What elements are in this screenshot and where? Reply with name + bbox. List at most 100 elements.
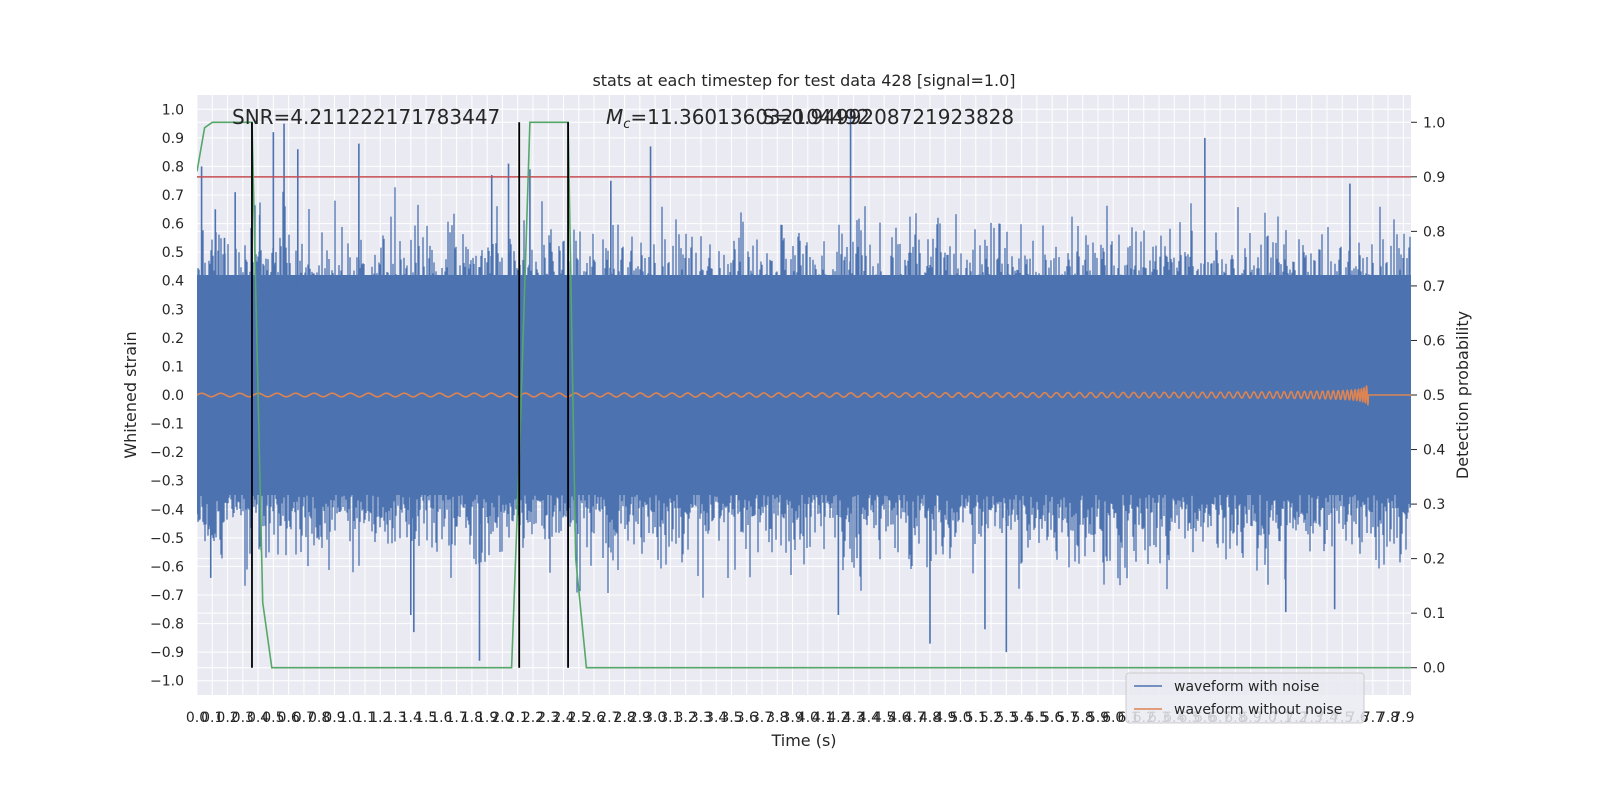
overlap-annotation: S=0.9499208721923828 (762, 105, 1014, 129)
y-tick-label: −0.4 (150, 502, 184, 518)
y2-axis-label: Detection probability (1453, 311, 1472, 479)
y-tick-label: −0.9 (150, 645, 184, 661)
y-tick-label: 0.2 (162, 331, 184, 347)
y-tick-label: 0.0 (162, 388, 184, 404)
x-tick-label: 1.2 (369, 710, 391, 726)
x-tick-label: 3.7 (751, 710, 773, 726)
x-tick-label: 0.6 (277, 710, 299, 726)
y-axis-ticks: −1.0 −0.9 −0.8 −0.7 −0.6 −0.5 −0.4 −0.3 −0.2 −0.1… (150, 102, 184, 689)
x-tick-label: 5.2 (980, 710, 1002, 726)
x-tick-label: 4.8 (919, 710, 941, 726)
x-tick-label: 5.5 (1026, 710, 1048, 726)
x-tick-label: 5.0 (949, 710, 971, 726)
x-tick-label: 4.7 (904, 710, 926, 726)
x-tick-label: 2.5 (568, 710, 590, 726)
x-tick-label: 2.1 (507, 710, 529, 726)
x-tick-label: 0.0 (186, 710, 208, 726)
x-tick-label: 2.7 (598, 710, 620, 726)
x-tick-label: 4.1 (812, 710, 834, 726)
y2-tick-label: 0.1 (1423, 606, 1445, 622)
legend-entry-clean: waveform without noise (1174, 702, 1342, 718)
x-tick-label: 3.8 (766, 710, 788, 726)
x-axis-label: Time (s) (770, 731, 836, 750)
snr-annotation: SNR=4.211222171783447 (232, 105, 500, 129)
legend-box (1125, 672, 1365, 724)
x-tick-label: 3.4 (705, 710, 727, 726)
x-tick-label: 5.6 (1041, 710, 1063, 726)
x-tick-label: 5.8 (1072, 710, 1094, 726)
series-waveform-with-noise (197, 109, 1411, 661)
mc-symbol: M (606, 105, 623, 129)
x-tick-label: 0.9 (323, 710, 345, 726)
x-tick-label: 7.8 (1377, 710, 1399, 726)
x-tick-label: 5.1 (965, 710, 987, 726)
y-tick-label: 0.9 (162, 131, 184, 147)
y2-tick-label: 1.0 (1423, 115, 1445, 131)
x-tick-label: 4.5 (873, 710, 895, 726)
y-tick-label: −0.5 (150, 531, 184, 547)
x-tick-label: 7.9 (1392, 710, 1414, 726)
x-tick-label: 3.5 (720, 710, 742, 726)
y2-axis-ticks: 0.0 0.1 0.2 0.3 0.4 0.5 0.6 0.7 0.8 0.9 1.0 (1411, 115, 1445, 677)
y-tick-label: 1.0 (162, 102, 184, 118)
y-tick-label: −0.2 (150, 445, 184, 461)
x-tick-label: 2.9 (629, 710, 651, 726)
x-tick-label: 1.6 (430, 710, 452, 726)
x-tick-label: 1.9 (476, 710, 498, 726)
x-tick-label: 3.9 (781, 710, 803, 726)
chart-title: stats at each timestep for test data 428… (592, 71, 1015, 90)
y2-tick-label: 0.2 (1423, 552, 1445, 568)
x-tick-label: 4.3 (842, 710, 864, 726)
x-tick-label: 4.0 (797, 710, 819, 726)
x-tick-label: 2.8 (613, 710, 635, 726)
series-waveform-without-noise (197, 385, 1411, 407)
series-detection-probability (197, 121, 1411, 669)
y-tick-label: 0.3 (162, 302, 184, 318)
y-tick-label: −0.3 (150, 474, 184, 490)
y2-tick-label: 0.6 (1423, 333, 1445, 349)
x-tick-label: 1.0 (339, 710, 361, 726)
mc-subscript: c (623, 117, 630, 132)
x-tick-label: 0.8 (308, 710, 330, 726)
noisy-spikes (197, 187, 1411, 598)
y2-tick-label: 0.7 (1423, 279, 1445, 295)
x-tick-label: 1.7 (445, 710, 467, 726)
y-axis-label: Whitened strain (121, 331, 140, 458)
x-tick-label: 0.7 (293, 710, 315, 726)
x-tick-label: 6.0 (1102, 710, 1124, 726)
x-tick-label: 3.0 (644, 710, 666, 726)
y-tick-label: −1.0 (150, 674, 184, 690)
x-tick-label: 1.4 (400, 710, 422, 726)
x-tick-label: 5.3 (995, 710, 1017, 726)
x-tick-label: 4.4 (858, 710, 880, 726)
y2-tick-label: 0.4 (1423, 443, 1445, 459)
x-tick-label: 7.7 (1362, 710, 1384, 726)
mc-value: =11.360136032104492 (630, 105, 869, 129)
y2-tick-label: 0.3 (1423, 497, 1445, 513)
x-tick-label: 0.5 (262, 710, 284, 726)
x-tick-label: 5.7 (1056, 710, 1078, 726)
x-tick-label: 1.3 (384, 710, 406, 726)
x-tick-label: 4.6 (888, 710, 910, 726)
x-tick-label: 2.6 (583, 710, 605, 726)
x-tick-label: 1.5 (415, 710, 437, 726)
x-tick-label: 5.4 (1010, 710, 1032, 726)
y2-tick-label: 0.5 (1423, 388, 1445, 404)
x-tick-label: 2.0 (491, 710, 513, 726)
x-tick-label: 0.4 (247, 710, 269, 726)
y-tick-label: 0.6 (162, 217, 184, 233)
x-tick-label: 4.9 (934, 710, 956, 726)
x-tick-label: 0.1 (201, 710, 223, 726)
x-tick-label: 4.2 (827, 710, 849, 726)
y-tick-label: 0.8 (162, 159, 184, 175)
x-tick-label: 0.3 (232, 710, 254, 726)
legend: waveform with noise waveform without noi… (1125, 672, 1365, 724)
y2-tick-label: 0.9 (1423, 170, 1445, 186)
y-tick-label: 0.4 (162, 274, 184, 290)
y-tick-label: −0.7 (150, 588, 184, 604)
x-tick-label: 2.4 (552, 710, 574, 726)
x-tick-label: 2.2 (522, 710, 544, 726)
x-tick-label: 3.6 (736, 710, 758, 726)
y-tick-label: −0.6 (150, 559, 184, 575)
